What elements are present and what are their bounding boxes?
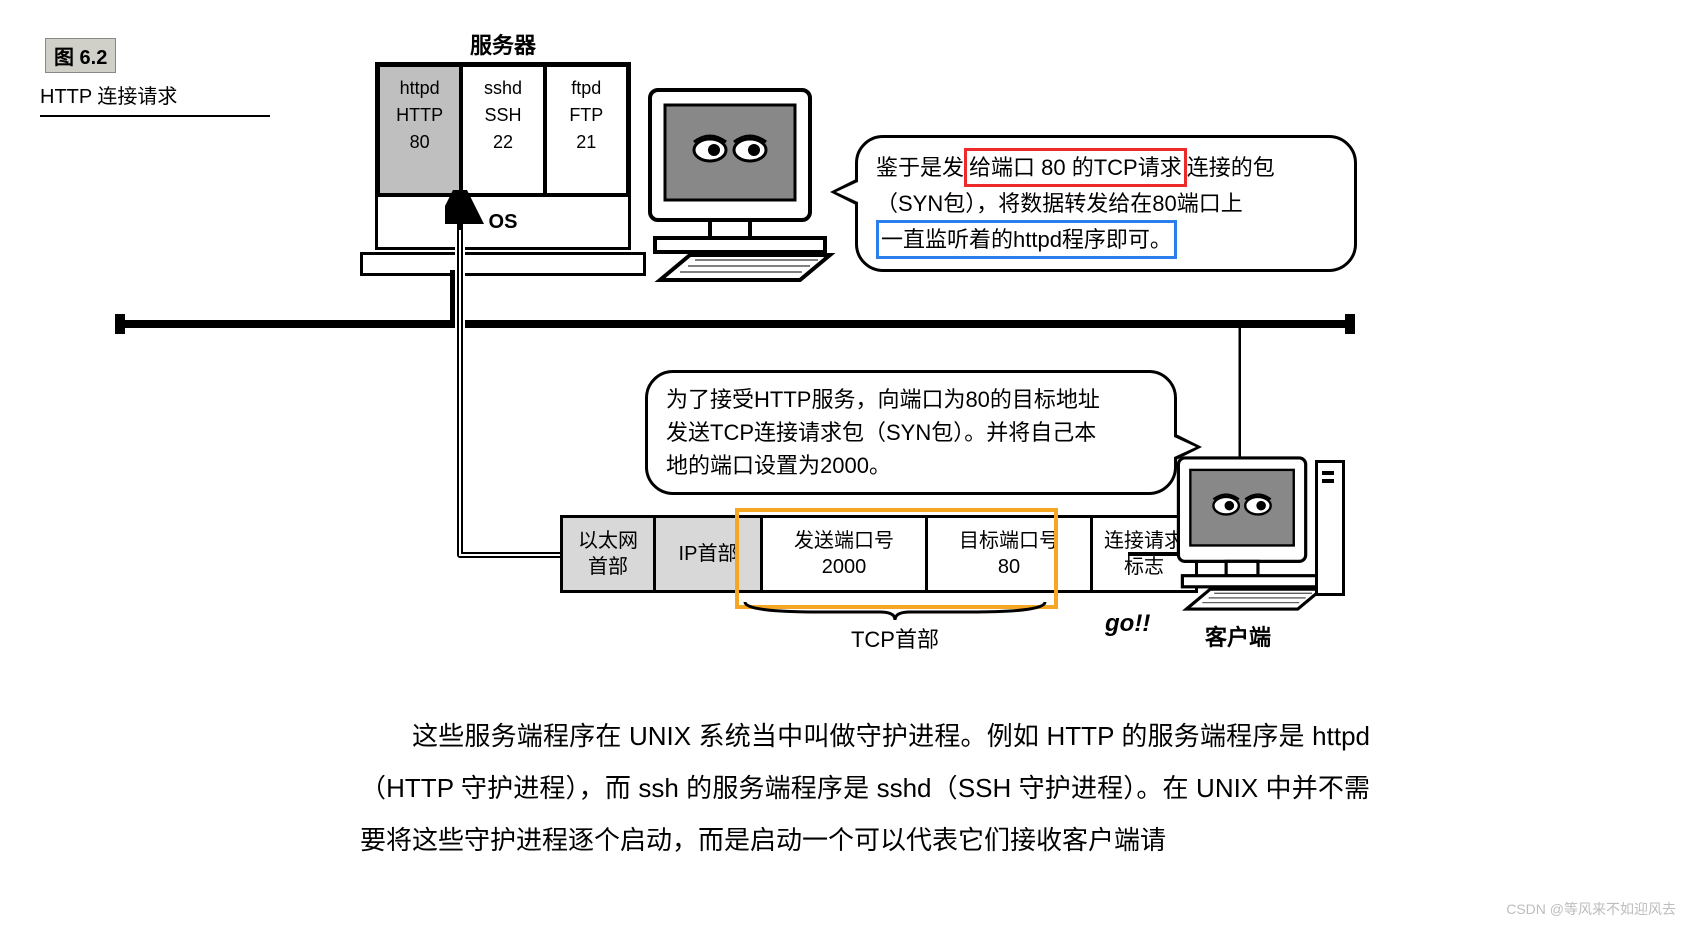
speech-text: 发送TCP连接请求包（SYN包）。并将自己本 <box>666 420 1096 445</box>
client-speech-bubble: 为了接受HTTP服务，向端口为80的目标地址 发送TCP连接请求包（SYN包）。… <box>645 370 1177 495</box>
daemon-ftpd: ftpd FTP 21 <box>545 65 628 195</box>
packet-source-port: 发送端口号 2000 <box>760 515 928 593</box>
cell-label: IP首部 <box>662 541 754 567</box>
speech-text: （SYN包），将数据转发给在80端口上 <box>876 191 1243 216</box>
client-tower-icon <box>1315 460 1345 596</box>
speech-text: 连接的包 <box>1187 155 1275 180</box>
cell-label: 发送端口号 <box>769 528 919 554</box>
client-label: 客户端 <box>1205 620 1271 652</box>
client-computer-icon <box>1170 450 1330 625</box>
network-bus <box>120 320 1350 328</box>
daemon-httpd: httpd HTTP 80 <box>378 65 461 195</box>
server-uplink <box>450 270 456 324</box>
speech-text: 地的端口设置为2000。 <box>666 453 891 478</box>
packet-structure: 以太网首部 IP首部 发送端口号 2000 目标端口号 80 连接请求标志 <box>560 515 1198 593</box>
daemon-port: 22 <box>465 129 540 156</box>
figure-number: 图 6.2 <box>45 38 116 73</box>
figure-title: HTTP 连接请求 <box>40 80 270 117</box>
packet-ethernet-header: 以太网首部 <box>560 515 656 593</box>
daemon-proto: HTTP <box>382 102 457 129</box>
daemon-name: httpd <box>382 75 457 102</box>
cell-label: 目标端口号 <box>934 528 1084 554</box>
daemon-port: 80 <box>382 129 457 156</box>
server-base <box>360 252 646 276</box>
body-paragraph: 这些服务端程序在 UNIX 系统当中叫做守护进程。例如 HTTP 的服务端程序是… <box>360 710 1370 866</box>
daemon-proto: SSH <box>465 102 540 129</box>
packet-ip-header: IP首部 <box>653 515 763 593</box>
daemon-name: ftpd <box>549 75 624 102</box>
tcp-header-brace: TCP首部 <box>740 598 1050 654</box>
blue-highlight: 一直监听着的httpd程序即可。 <box>876 220 1177 259</box>
server-box: httpd HTTP 80 sshd SSH 22 ftpd FTP 21 OS <box>375 62 631 250</box>
go-label: go!! <box>1105 610 1150 638</box>
server-daemons-row: httpd HTTP 80 sshd SSH 22 ftpd FTP 21 <box>378 65 628 195</box>
daemon-sshd: sshd SSH 22 <box>461 65 544 195</box>
red-highlight: 给端口 80 的TCP请求 <box>964 148 1187 187</box>
packet-dest-port: 目标端口号 80 <box>925 515 1093 593</box>
watermark: CSDN @等风来不如迎风去 <box>1506 899 1676 919</box>
cell-value: 2000 <box>769 554 919 580</box>
daemon-name: sshd <box>465 75 540 102</box>
diagram-page: 图 6.2 HTTP 连接请求 服务器 httpd HTTP 80 sshd S… <box>20 20 1686 923</box>
speech-text: 为了接受HTTP服务，向端口为80的目标地址 <box>666 387 1100 412</box>
daemon-proto: FTP <box>549 102 624 129</box>
server-speech-bubble: 鉴于是发给端口 80 的TCP请求连接的包 （SYN包），将数据转发给在80端口… <box>855 135 1357 272</box>
tcp-label: TCP首部 <box>740 622 1050 654</box>
server-computer-icon <box>640 80 840 300</box>
daemon-port: 21 <box>549 129 624 156</box>
os-label: OS <box>489 211 518 233</box>
cell-label: 以太网首部 <box>569 528 647 580</box>
network-endcap <box>1345 314 1355 334</box>
speech-text: 鉴于是发 <box>876 155 964 180</box>
server-heading: 服务器 <box>470 28 536 60</box>
server-os-row: OS <box>378 195 628 247</box>
cell-value: 80 <box>934 554 1084 580</box>
